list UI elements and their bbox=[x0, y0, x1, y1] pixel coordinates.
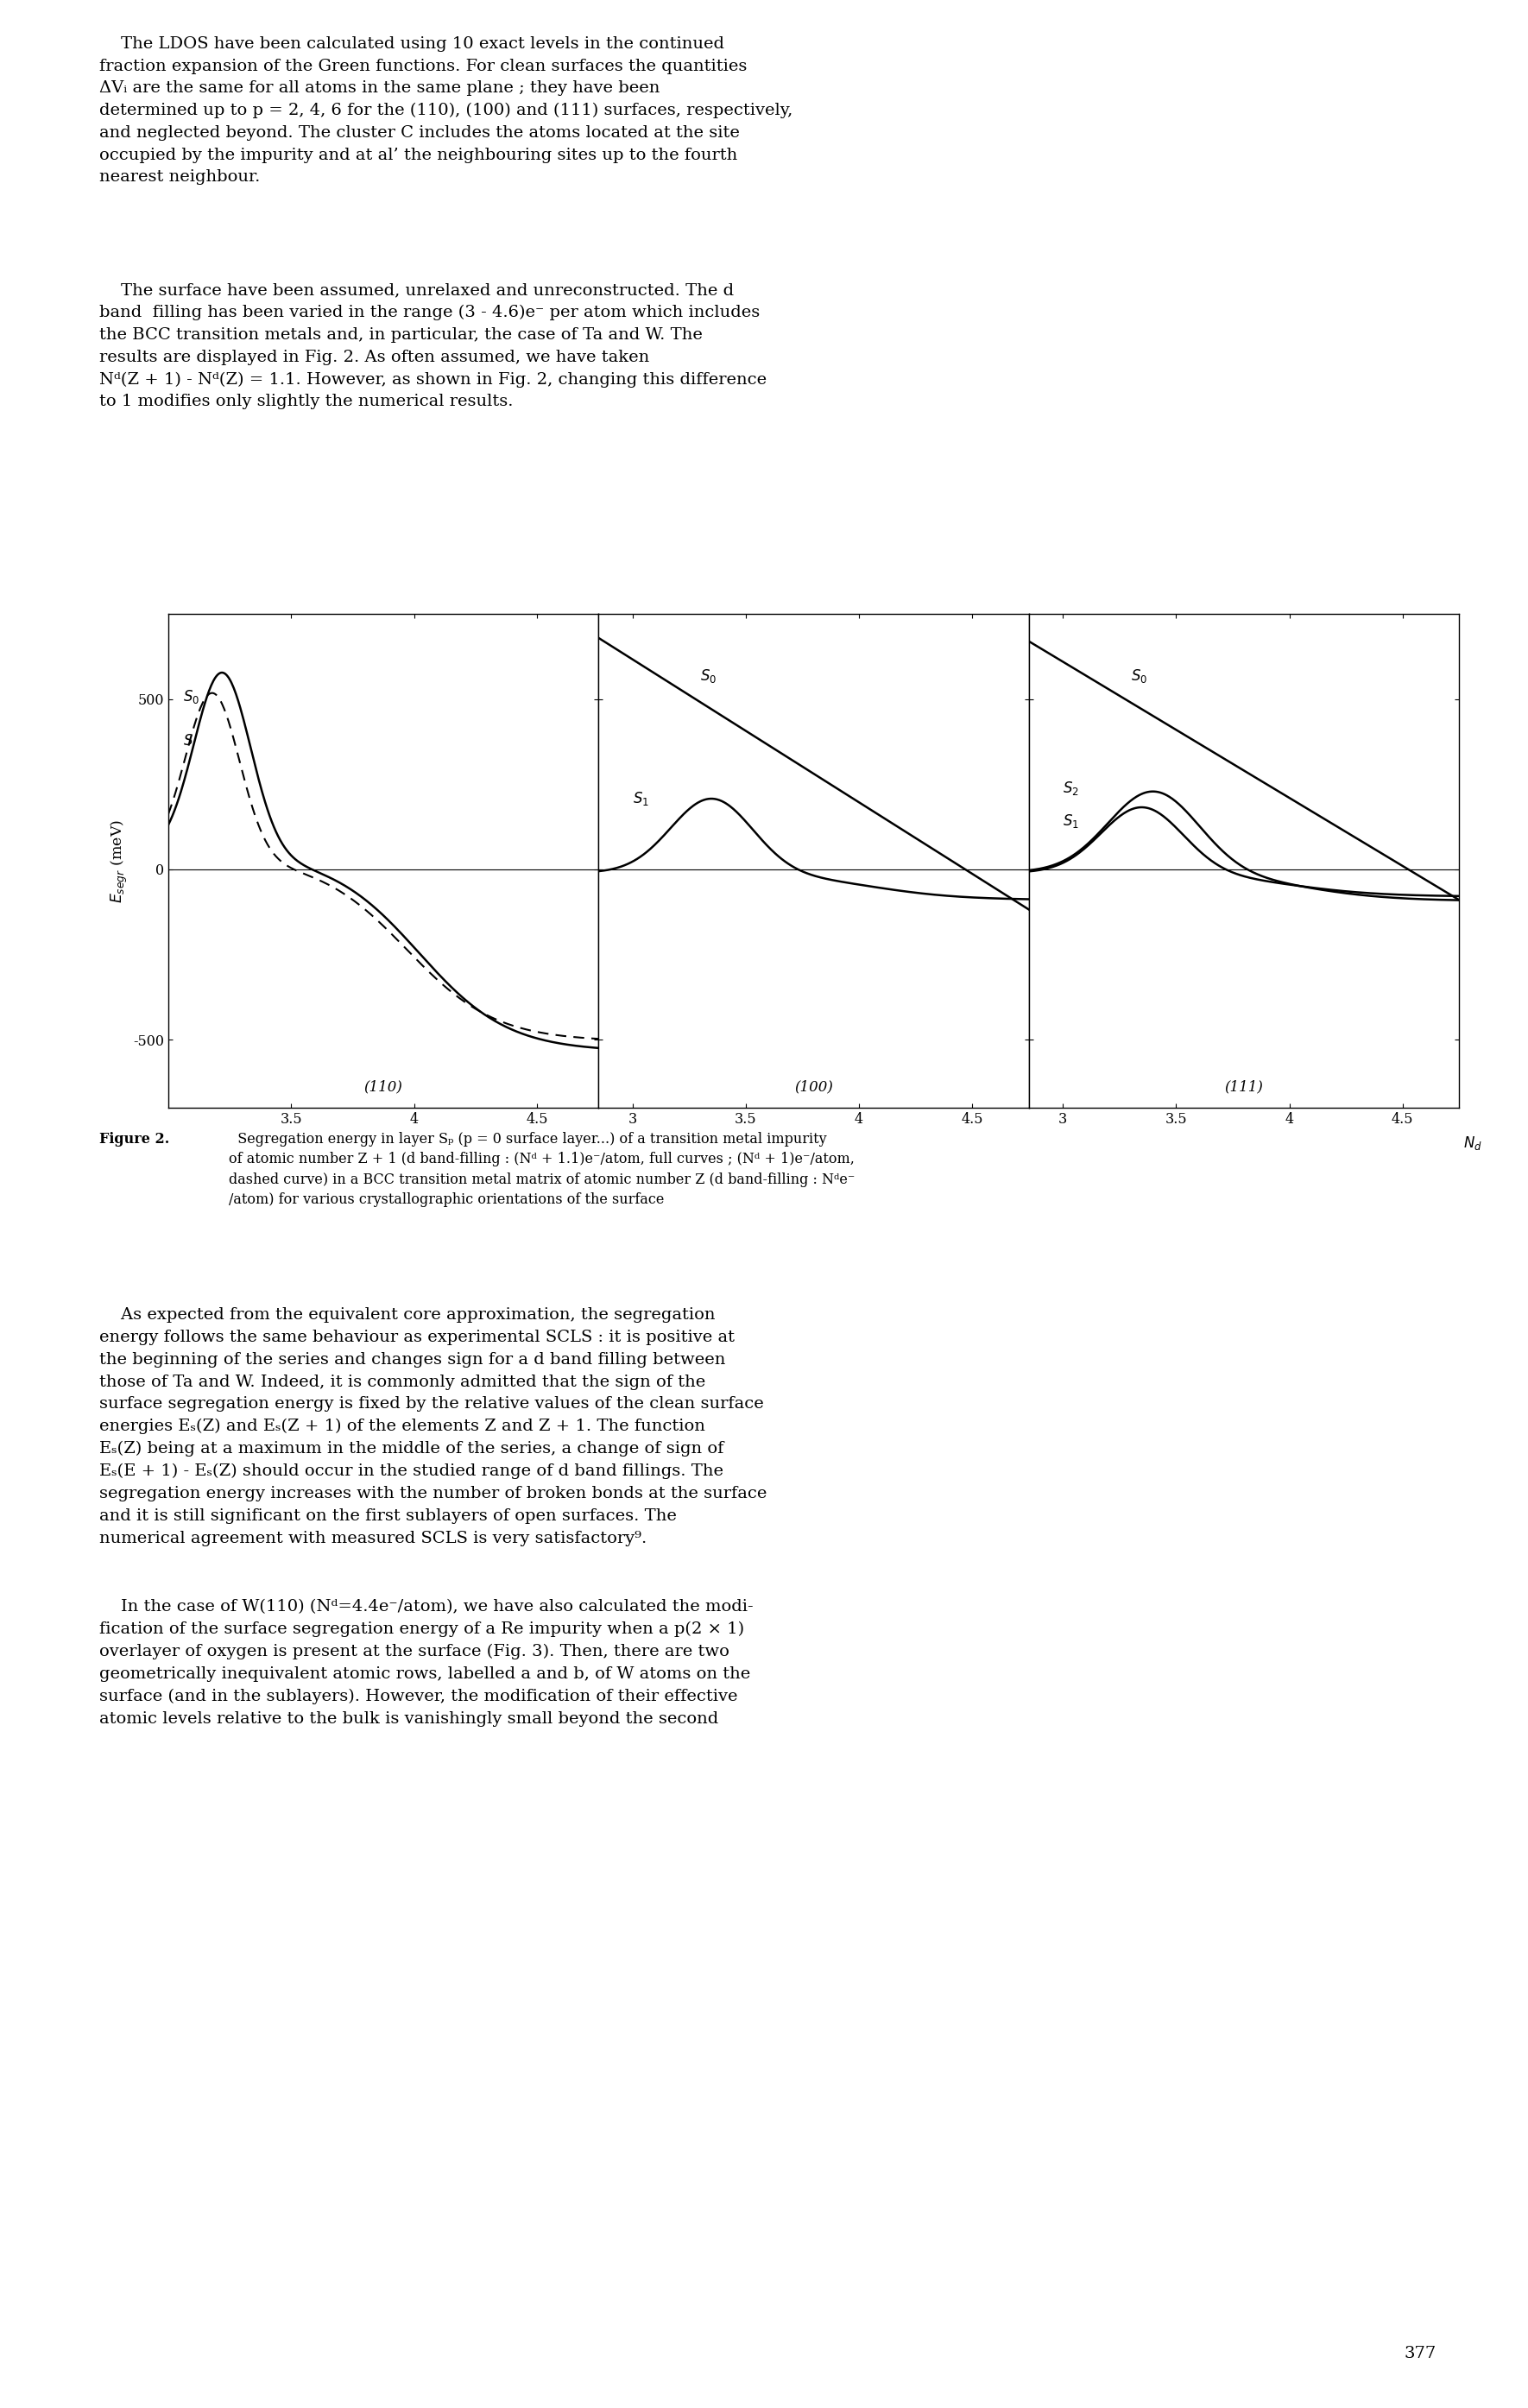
Text: $S_1$: $S_1$ bbox=[633, 790, 649, 807]
Text: $S_0$: $S_0$ bbox=[700, 667, 717, 684]
Text: 377: 377 bbox=[1404, 2345, 1436, 2362]
Text: Segregation energy in layer Sₚ (p = 0 surface layer...) of a transition metal im: Segregation energy in layer Sₚ (p = 0 su… bbox=[229, 1132, 854, 1206]
Text: $S$: $S$ bbox=[183, 734, 193, 749]
Text: The LDOS have been calculated using 10 exact levels in the continued
fraction ex: The LDOS have been calculated using 10 e… bbox=[99, 36, 793, 185]
Y-axis label: $E_{segr}$ (meV): $E_{segr}$ (meV) bbox=[108, 819, 130, 903]
Text: (110): (110) bbox=[364, 1079, 403, 1093]
Text: As expected from the equivalent core approximation, the segregation
energy follo: As expected from the equivalent core app… bbox=[99, 1308, 767, 1546]
Text: $S_0$: $S_0$ bbox=[183, 689, 199, 706]
Text: $S_2$: $S_2$ bbox=[1063, 780, 1079, 797]
Text: In the case of W(110) (Nᵈ=4.4e⁻/atom), we have also calculated the modi-
ficatio: In the case of W(110) (Nᵈ=4.4e⁻/atom), w… bbox=[99, 1599, 753, 1727]
Text: (111): (111) bbox=[1224, 1079, 1264, 1093]
Text: $S_1$: $S_1$ bbox=[1063, 811, 1079, 828]
Text: The surface have been assumed, unrelaxed and unreconstructed. The d
band  fillin: The surface have been assumed, unrelaxed… bbox=[99, 282, 767, 409]
Text: $N_d$: $N_d$ bbox=[1464, 1134, 1482, 1151]
Text: $S_0$: $S_0$ bbox=[1131, 667, 1148, 684]
Text: (100): (100) bbox=[795, 1079, 833, 1093]
Text: Figure 2.: Figure 2. bbox=[99, 1132, 170, 1146]
